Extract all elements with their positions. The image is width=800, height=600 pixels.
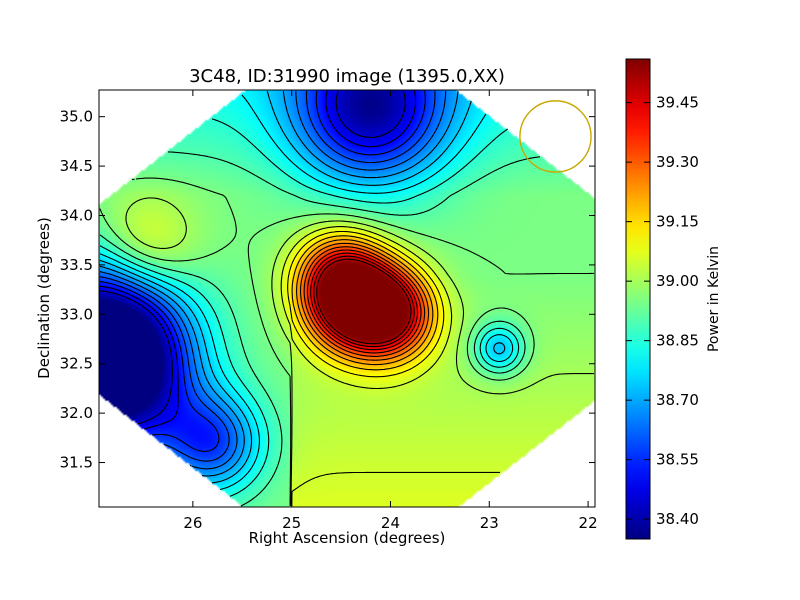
contour-line [310, 252, 419, 351]
contour-line [99, 177, 594, 506]
x-tick-label: 22 [579, 514, 598, 532]
contour-line [99, 90, 506, 484]
colorbar-tick-label: 39.15 [656, 213, 699, 231]
y-axis: 31.5 32.0 32.5 33.0 33.5 34.0 34.5 35.0 [60, 108, 595, 472]
y-tick-label: 33.0 [60, 305, 93, 323]
colorbar: 38.40 38.55 38.70 38.85 39.00 39.15 39.30 39.45 [625, 58, 699, 540]
plot-area [99, 90, 595, 507]
contour-line [99, 90, 417, 430]
y-tick-label: 32.5 [60, 355, 93, 373]
colorbar-tick-label: 38.40 [656, 510, 699, 528]
colorbar-tick-label: 38.70 [656, 391, 699, 409]
y-tick-label: 31.5 [60, 454, 93, 472]
contour-line [287, 230, 445, 378]
contour-line [316, 258, 412, 345]
colorbar-tick-label: 38.85 [656, 332, 699, 350]
y-tick-label: 33.5 [60, 256, 93, 274]
contour-line [296, 239, 434, 366]
x-tick-label: 23 [480, 514, 499, 532]
contour-line [303, 246, 426, 357]
contour-line [280, 226, 500, 506]
contour-line [313, 255, 415, 348]
contour-line [99, 118, 520, 497]
contour-line [99, 94, 514, 491]
contour-line [99, 90, 426, 452]
contour-lines [99, 90, 594, 507]
contour-line [299, 242, 430, 361]
y-tick-label: 35.0 [60, 108, 93, 126]
heatmap-image [99, 90, 595, 507]
contour-line [99, 90, 459, 477]
beam-circle [519, 100, 592, 173]
y-tick-label: 34.5 [60, 157, 93, 175]
colorbar-frame [625, 58, 651, 540]
contour-line [99, 91, 447, 470]
contour-line [291, 235, 439, 371]
x-tick-label: 25 [282, 514, 301, 532]
x-axis: 26 25 24 23 22 [183, 90, 598, 532]
colorbar-label: Power in Kelvin [706, 246, 722, 352]
colorbar-tick-label: 39.45 [656, 94, 699, 112]
colorbar-tick-label: 39.30 [656, 153, 699, 171]
colorbar-tick-label: 38.55 [656, 451, 699, 469]
contour-line [125, 197, 594, 507]
x-tick-label: 24 [381, 514, 400, 532]
y-tick-label: 32.0 [60, 404, 93, 422]
contour-line [99, 90, 406, 425]
chart-title: 3C48, ID:31990 image (1395.0,XX) [189, 66, 505, 87]
plot-frame [98, 89, 596, 508]
y-tick-label: 34.0 [60, 206, 93, 224]
contour-line [99, 90, 436, 462]
y-axis-label: Declination (degrees) [35, 217, 53, 379]
x-tick-label: 26 [183, 514, 202, 532]
contour-line [306, 249, 422, 354]
colorbar-tick-label: 39.00 [656, 272, 699, 290]
contour-line [99, 151, 541, 507]
colorbar-gradient [626, 59, 650, 539]
x-axis-label: Right Ascension (degrees) [249, 529, 446, 547]
